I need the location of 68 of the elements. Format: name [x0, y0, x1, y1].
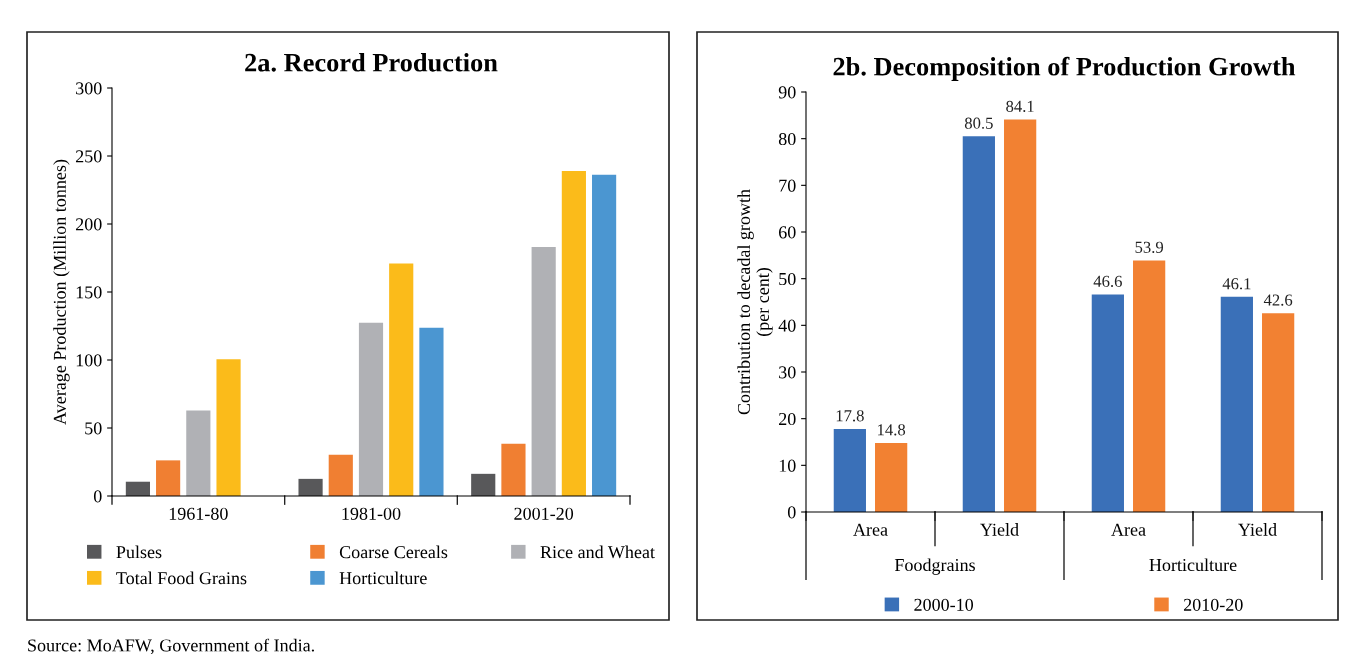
bar — [1091, 294, 1124, 512]
bar — [186, 410, 211, 496]
x-tick-label: Yield — [1238, 523, 1277, 536]
data-label: 46.6 — [1093, 275, 1122, 288]
y-tick-label: 50 — [779, 272, 796, 286]
y-axis-title: Contribution to decadal growth (per cent) — [737, 189, 773, 415]
bar — [389, 263, 414, 496]
y-tick-label: 0 — [93, 490, 102, 503]
bar — [328, 454, 353, 496]
x-tick-label: 1961-80 — [169, 507, 228, 520]
bar — [1220, 296, 1253, 512]
x-tick-label: 2001-20 — [514, 507, 574, 520]
y-tick-label: 250 — [75, 150, 102, 163]
bar — [471, 473, 496, 496]
x-tick-label: Area — [853, 523, 888, 536]
bar — [531, 247, 556, 496]
data-label: 46.1 — [1222, 278, 1251, 290]
y-tick-label: 0 — [787, 506, 796, 519]
text: Foodgrains — [894, 558, 975, 575]
bar — [125, 481, 150, 496]
legend-label: Rice and Wheat — [540, 545, 655, 559]
legend-label: Total Food Grains — [116, 571, 247, 585]
data-label: 84.1 — [1006, 100, 1034, 113]
y-axis-title: Average Production (Million tonnes) — [53, 159, 70, 425]
source-note: Source: MoAFW, Government of India. — [28, 638, 314, 655]
legend-label: Coarse Cereals — [339, 545, 448, 559]
x-tick-label: Area — [1111, 523, 1146, 536]
bar — [156, 460, 181, 496]
legend-label: 2010-20 — [1183, 598, 1243, 611]
bar — [419, 327, 444, 496]
bar — [501, 443, 526, 496]
y-tick-label: 60 — [779, 226, 796, 239]
bar — [875, 442, 908, 512]
y-tick-label: 70 — [779, 179, 796, 192]
x-tick-label: Yield — [980, 523, 1019, 536]
bar — [592, 174, 617, 496]
x-tick-label: 1981-00 — [342, 507, 401, 520]
y-tick-label: 200 — [75, 218, 102, 231]
data-label: 14.8 — [878, 424, 906, 436]
bar — [358, 322, 384, 496]
legend-label: 2000-10 — [914, 598, 974, 611]
legend-label: Horticulture — [339, 571, 427, 585]
data-label: 17.8 — [836, 410, 864, 422]
text: Horticulture — [1149, 558, 1237, 572]
chart-title: 2a. Record Production — [245, 53, 498, 72]
y-tick-label: 20 — [779, 412, 796, 426]
bar — [298, 478, 323, 496]
bar — [833, 428, 866, 512]
y-tick-label: 300 — [76, 82, 102, 95]
y-tick-label: 100 — [76, 354, 102, 367]
bar — [1004, 119, 1037, 512]
bar — [216, 359, 241, 496]
chart-title: 2b. Decomposition of Production Growth — [833, 56, 1296, 81]
bar — [561, 171, 586, 496]
data-label: 53.9 — [1135, 241, 1164, 253]
data-label: 80.5 — [964, 117, 993, 129]
bar — [962, 136, 995, 512]
bar — [1133, 260, 1166, 512]
y-tick-label: 40 — [778, 319, 796, 332]
y-tick-label: 50 — [85, 422, 102, 435]
legend-label: Pulses — [116, 545, 162, 559]
y-tick-label: 80 — [778, 132, 796, 146]
bar — [1262, 313, 1295, 512]
y-tick-label: 90 — [778, 86, 796, 99]
y-tick-label: 10 — [779, 459, 796, 472]
data-label: 42.6 — [1263, 294, 1293, 306]
y-tick-label: 30 — [779, 366, 796, 379]
y-tick-label: 150 — [76, 286, 102, 299]
